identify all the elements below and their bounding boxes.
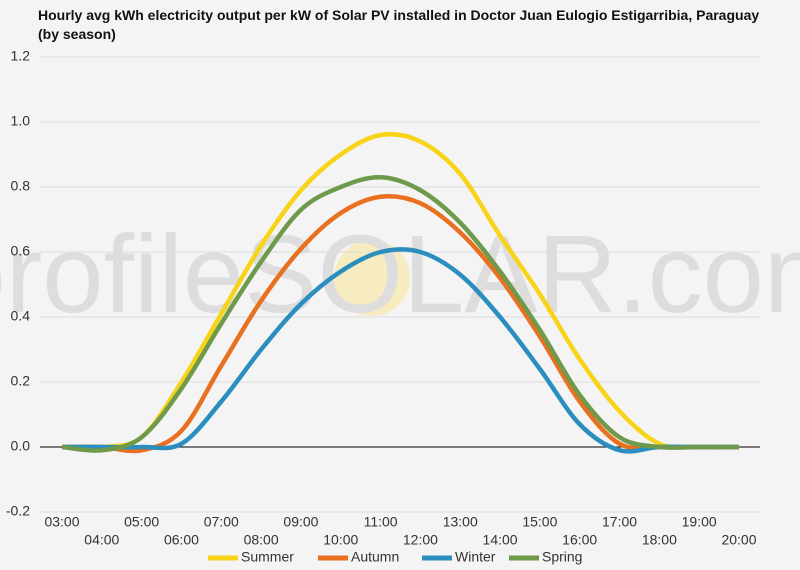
legend-label: Autumn <box>351 549 399 565</box>
x-tick-label: 08:00 <box>244 532 279 548</box>
x-tick-label: 15:00 <box>522 514 557 530</box>
legend-label: Spring <box>542 549 582 565</box>
y-tick-label: 0.8 <box>11 178 31 194</box>
x-tick-label: 10:00 <box>323 532 358 548</box>
x-tick-label: 06:00 <box>164 532 199 548</box>
y-tick-label: 0.6 <box>11 243 31 259</box>
x-tick-label: 16:00 <box>562 532 597 548</box>
title-box: Hourly avg kWh electricity output per kW… <box>38 7 760 42</box>
x-tick-label: 17:00 <box>602 514 637 530</box>
x-tick-label: 09:00 <box>283 514 318 530</box>
legend-label: Winter <box>455 549 496 565</box>
x-tick-label: 19:00 <box>682 514 717 530</box>
x-tick-label: 04:00 <box>84 532 119 548</box>
legend-label: Summer <box>241 549 294 565</box>
y-tick-label: -0.2 <box>6 503 30 519</box>
x-tick-label: 05:00 <box>124 514 159 530</box>
x-tick-label: 20:00 <box>721 532 756 548</box>
y-tick-label: 1.0 <box>11 113 31 129</box>
series-line <box>61 174 739 453</box>
series-line <box>61 131 740 450</box>
y-tick-label: 1.2 <box>11 48 31 64</box>
y-tick-label: 0.0 <box>11 438 31 454</box>
chart-title: Hourly avg kWh electricity output per kW… <box>38 7 760 42</box>
y-tick-label: 0.2 <box>11 373 31 389</box>
watermark: profileSOLAR.com <box>0 213 800 336</box>
series-line <box>62 247 739 454</box>
x-tick-label: 14:00 <box>483 532 518 548</box>
x-tick-label: 13:00 <box>443 514 478 530</box>
x-tick-label: 11:00 <box>364 514 398 530</box>
x-tick-label: 03:00 <box>44 514 79 530</box>
x-tick-label: 12:00 <box>403 532 438 548</box>
x-tick-label: 18:00 <box>642 532 677 548</box>
x-tick-label: 07:00 <box>204 514 239 530</box>
series-line <box>61 193 739 454</box>
watermark-sun <box>334 240 410 316</box>
y-tick-label: 0.4 <box>11 308 31 324</box>
